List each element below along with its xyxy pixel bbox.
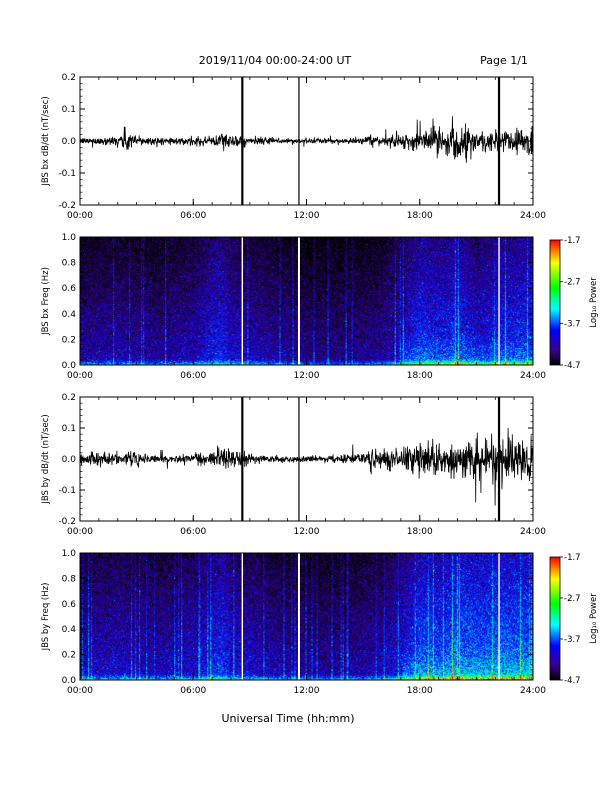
y-tick-label: -0.1 xyxy=(58,169,76,179)
x-tick-label: 00:00 xyxy=(67,686,93,696)
y-tick-label: 0.0 xyxy=(62,676,77,686)
x-tick-label: 24:00 xyxy=(520,371,546,381)
y-tick-label: 0.4 xyxy=(62,310,77,320)
x-tick-label: 00:00 xyxy=(67,371,93,381)
x-tick-label: 12:00 xyxy=(294,371,320,381)
colorbar-label: Log₁₀ Power xyxy=(589,593,599,644)
x-tick-label: 00:00 xyxy=(67,527,93,537)
x-tick-label: 06:00 xyxy=(180,686,206,696)
x-tick-label: 24:00 xyxy=(520,527,546,537)
colorbar-label: Log₁₀ Power xyxy=(589,277,599,328)
colorbar-gradient xyxy=(549,239,561,366)
y-tick-label: -0.1 xyxy=(58,486,76,496)
x-tick-label: 12:00 xyxy=(294,527,320,537)
y-tick-label: 0.0 xyxy=(62,361,77,371)
y-tick-label: 1.0 xyxy=(62,549,77,559)
spectrogram-image xyxy=(80,553,533,680)
x-tick-label: 06:00 xyxy=(180,371,206,381)
bx-dbdt-panel: 00:00 06:00 12:00 18:00 24:00 0.2 0.1 0.0 -0.1 -0… xyxy=(41,73,546,221)
series-line xyxy=(79,427,534,506)
bx-colorbar: -1.7 -2.7 -3.7 -4.7 Log₁₀ Power xyxy=(549,236,599,371)
y-tick-label: 0.2 xyxy=(62,651,76,661)
by-spectrogram-panel: 00:00 06:00 12:00 18:00 24:00 1.0 0.8 0.6 0.4 0.2… xyxy=(41,549,546,696)
spectrogram-image xyxy=(80,237,533,365)
x-tick-label: 18:00 xyxy=(407,211,433,221)
y-tick-label: 0.2 xyxy=(62,393,76,403)
colorbar-tick-label: -1.7 xyxy=(564,553,581,563)
x-tick-label: 12:00 xyxy=(294,211,320,221)
y-tick-label: 1.0 xyxy=(62,233,77,243)
y-tick-label: 0.0 xyxy=(62,455,77,465)
x-axis-label: Universal Time (hh:mm) xyxy=(222,712,355,725)
x-tick-label: 00:00 xyxy=(67,211,93,221)
y-axis-label: JBS by Freq (Hz) xyxy=(41,583,51,652)
x-tick-label: 06:00 xyxy=(180,211,206,221)
y-tick-label: 0.4 xyxy=(62,625,77,635)
y-axis-label: JBS by dB/dt (nT/sec) xyxy=(41,414,51,504)
x-tick-label: 24:00 xyxy=(520,211,546,221)
y-tick-label: -0.2 xyxy=(58,201,76,211)
y-tick-label: 0.2 xyxy=(62,335,76,345)
y-tick-label: -0.2 xyxy=(58,517,76,527)
y-tick-label: 0.0 xyxy=(62,137,77,147)
colorbar-gradient xyxy=(549,556,561,681)
x-tick-label: 06:00 xyxy=(180,527,206,537)
y-tick-label: 0.8 xyxy=(62,259,77,269)
series-line xyxy=(79,116,534,163)
x-tick-label: 18:00 xyxy=(407,527,433,537)
y-axis-label: JBS bx dB/dt (nT/sec) xyxy=(41,96,51,186)
colorbar-tick-label: -3.7 xyxy=(564,635,581,645)
colorbar-tick-label: -3.7 xyxy=(564,319,581,329)
y-tick-label: 0.6 xyxy=(62,284,77,294)
x-tick-label: 12:00 xyxy=(294,686,320,696)
colorbar-tick-label: -4.7 xyxy=(564,676,581,686)
y-tick-label: 0.1 xyxy=(62,424,76,434)
colorbar-tick-label: -1.7 xyxy=(564,236,581,246)
y-tick-label: 0.6 xyxy=(62,600,77,610)
colorbar-tick-label: -2.7 xyxy=(564,278,581,288)
y-tick-label: 0.1 xyxy=(62,105,76,115)
colorbar-tick-label: -4.7 xyxy=(564,361,581,371)
date-range-title: 2019/11/04 00:00-24:00 UT xyxy=(199,54,352,67)
x-tick-label: 18:00 xyxy=(407,686,433,696)
page-indicator: Page 1/1 xyxy=(480,54,528,67)
x-tick-label: 24:00 xyxy=(520,686,546,696)
y-tick-label: 0.8 xyxy=(62,574,77,584)
y-tick-label: 0.2 xyxy=(62,73,76,83)
by-colorbar: -1.7 -2.7 -3.7 -4.7 Log₁₀ Power xyxy=(549,553,599,686)
by-dbdt-panel: 00:00 06:00 12:00 18:00 24:00 0.2 0.1 0.0 -0.1 -0… xyxy=(41,393,546,537)
colorbar-tick-label: -2.7 xyxy=(564,594,581,604)
bx-spectrogram-panel: 00:00 06:00 12:00 18:00 24:00 1.0 0.8 0.6 0.4 0.2… xyxy=(41,233,546,381)
x-tick-label: 18:00 xyxy=(407,371,433,381)
y-axis-label: JBS bx Freq (Hz) xyxy=(41,267,51,336)
